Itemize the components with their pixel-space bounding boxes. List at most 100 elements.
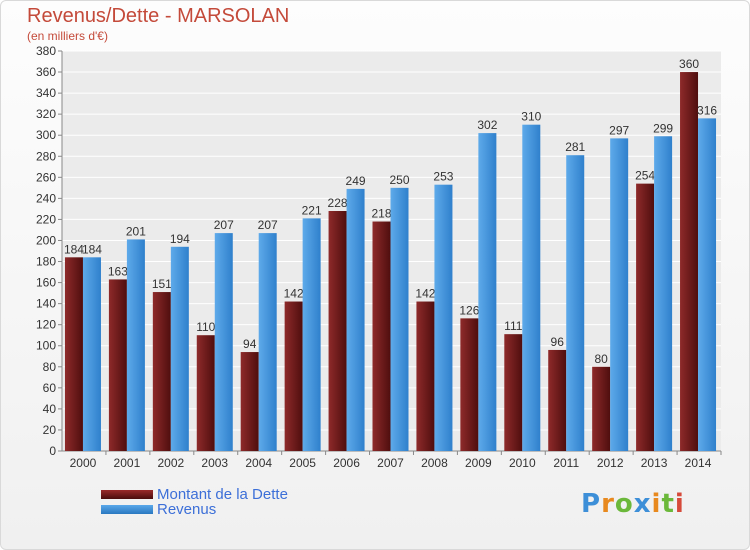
bar-revenus <box>698 118 717 452</box>
y-tick-label: 80 <box>43 360 57 374</box>
data-label-dette: 80 <box>594 352 608 366</box>
bar-revenus <box>390 187 409 451</box>
data-label-revenus: 253 <box>433 170 453 184</box>
bar-revenus <box>522 124 541 452</box>
y-tick-label: 220 <box>36 212 56 226</box>
x-tick-label: 2011 <box>553 456 579 470</box>
x-tick-label: 2012 <box>597 456 624 470</box>
bar-revenus <box>82 257 101 451</box>
data-label-revenus: 194 <box>170 232 190 246</box>
data-label-dette: 163 <box>108 264 128 278</box>
data-label-revenus: 249 <box>346 174 366 188</box>
legend-swatch-dette <box>101 490 153 499</box>
data-label-revenus: 184 <box>82 242 102 256</box>
data-label-revenus: 207 <box>214 218 234 232</box>
data-label-revenus: 302 <box>477 118 497 132</box>
x-tick-label: 2004 <box>245 456 272 470</box>
data-label-revenus: 250 <box>389 173 409 187</box>
data-label-revenus: 310 <box>521 110 541 124</box>
bar-revenus <box>302 218 321 451</box>
x-tick-label: 2010 <box>509 456 536 470</box>
logo-letter: t <box>661 489 675 519</box>
y-tick-label: 260 <box>36 170 56 184</box>
legend-label-revenus: Revenus <box>157 501 217 518</box>
y-tick-label: 340 <box>36 86 56 100</box>
bar-dette <box>416 301 435 451</box>
bar-revenus <box>478 133 497 451</box>
logo-letter: r <box>601 489 615 519</box>
bar-dette <box>64 257 83 451</box>
proxiti-logo: Proxiti <box>581 489 685 519</box>
bar-revenus <box>170 246 189 451</box>
bar-dette <box>328 211 347 451</box>
legend-label-dette: Montant de la Dette <box>157 486 288 503</box>
y-tick-label: 60 <box>43 381 57 395</box>
x-tick-label: 2007 <box>377 456 404 470</box>
bar-dette <box>548 349 567 451</box>
bar-revenus <box>258 233 277 451</box>
y-tick-label: 300 <box>36 128 56 142</box>
data-label-dette: 254 <box>635 169 655 183</box>
data-label-revenus: 299 <box>653 121 673 135</box>
bar-dette <box>680 72 699 451</box>
y-tick-label: 180 <box>36 255 56 269</box>
bar-dette <box>504 334 523 451</box>
data-label-dette: 96 <box>551 335 565 349</box>
logo-letter: o <box>614 489 634 519</box>
data-label-dette: 110 <box>196 320 215 334</box>
x-tick-label: 2006 <box>333 456 360 470</box>
y-tick-label: 280 <box>36 149 56 163</box>
x-tick-label: 2014 <box>685 456 712 470</box>
x-tick-label: 2005 <box>289 456 316 470</box>
bar-chart: 0 20 40 60 80 100 120 140 160 180 200 220 240 260 280 3… <box>36 44 722 470</box>
x-tick-label: 2008 <box>421 456 448 470</box>
data-label-revenus: 297 <box>609 123 629 137</box>
logo-letter: i <box>674 489 685 519</box>
bar-revenus <box>610 138 629 452</box>
bar-dette <box>636 183 655 451</box>
data-label-dette: 142 <box>284 287 304 301</box>
bar-dette <box>152 292 171 451</box>
data-label-revenus: 281 <box>565 140 585 154</box>
y-tick-label: 200 <box>36 233 56 247</box>
y-tick-label: 120 <box>36 318 56 332</box>
y-tick-label: 320 <box>36 107 56 121</box>
chart-subtitle: (en milliers d'€) <box>27 29 108 43</box>
y-tick-label: 360 <box>36 65 56 79</box>
bar-revenus <box>346 188 365 452</box>
y-tick-label: 40 <box>43 402 57 416</box>
data-label-dette: 111 <box>504 319 523 333</box>
bar-revenus <box>126 239 145 451</box>
data-label-dette: 151 <box>152 277 172 291</box>
bar-revenus <box>214 233 233 451</box>
bar-dette <box>372 221 391 451</box>
x-tick-label: 2000 <box>70 456 97 470</box>
data-label-dette: 360 <box>679 57 699 71</box>
bar-revenus <box>566 155 585 452</box>
data-label-dette: 218 <box>371 207 391 221</box>
bar-revenus <box>434 184 453 451</box>
y-tick-label: 0 <box>49 444 56 458</box>
data-label-dette: 142 <box>415 287 435 301</box>
bar-dette <box>592 366 611 451</box>
x-tick-label: 2001 <box>114 456 141 470</box>
logo-letter: x <box>633 489 652 519</box>
bar-revenus <box>654 136 673 451</box>
x-tick-label: 2009 <box>465 456 492 470</box>
y-tick-label: 20 <box>43 423 57 437</box>
bar-dette <box>460 318 479 451</box>
y-tick-label: 240 <box>36 191 56 205</box>
logo-letter: P <box>581 489 602 519</box>
data-label-revenus: 221 <box>302 203 322 217</box>
data-label-revenus: 207 <box>258 218 278 232</box>
bar-dette <box>240 352 259 451</box>
legend-swatch-revenus <box>101 505 153 514</box>
data-label-revenus: 316 <box>697 103 717 117</box>
x-tick-label: 2013 <box>641 456 668 470</box>
data-label-dette: 94 <box>243 337 257 351</box>
bar-dette <box>108 279 127 451</box>
logo-letter: i <box>651 489 662 519</box>
x-tick-label: 2002 <box>157 456 184 470</box>
data-label-dette: 228 <box>328 196 348 210</box>
